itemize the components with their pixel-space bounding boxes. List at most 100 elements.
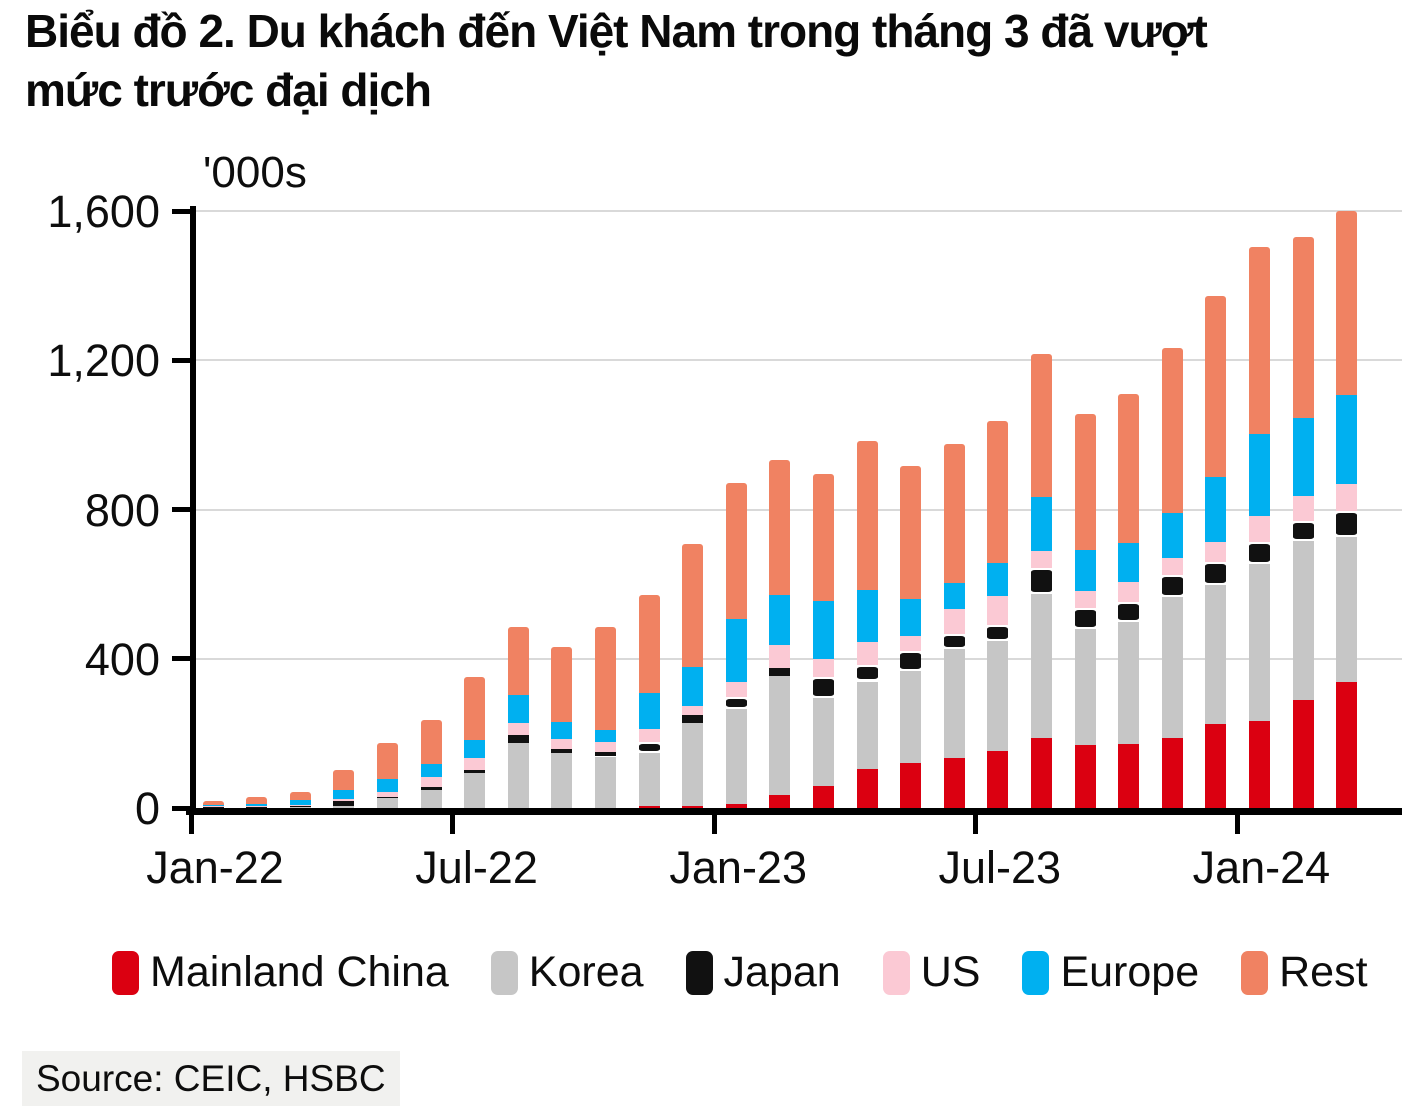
bar-segment-us-Feb-22 [246,805,268,807]
bar-segment-korea-Jul-22 [464,772,486,808]
bar-segment-china-Dec-22 [682,806,704,808]
bar-segment-us-Mar-24 [1336,484,1358,512]
bar-segment-rest-Feb-22 [246,796,268,804]
x-axis-tick [450,808,456,834]
x-axis-tick-label: Jan-24 [1192,842,1331,893]
bar-segment-rest-Mar-23 [812,474,834,602]
bar-segment-rest-Oct-22 [594,627,616,731]
bar-segment-us-Aug-22 [507,723,529,735]
bar-segment-rest-Jun-23 [943,444,965,583]
bar-segment-europe-Aug-23 [1030,496,1052,551]
bar-segment-us-Apr-23 [856,641,878,666]
bar-segment-rest-Jul-22 [464,676,486,740]
bar-segment-japan-Jun-23 [943,633,965,649]
y-axis-tick [172,208,191,214]
bar-segment-korea-Aug-22 [507,743,529,808]
bar-segment-china-Jan-24 [1248,721,1270,808]
bar-segment-china-Aug-23 [1030,738,1052,808]
bar-segment-korea-Dec-22 [682,722,704,807]
bar-segment-us-Jun-23 [943,608,965,634]
bar-segment-us-Aug-23 [1030,550,1052,569]
legend-label-europe: Europe [1060,948,1200,996]
bar-segment-japan-Mar-24 [1336,511,1358,538]
bar-segment-rest-Feb-24 [1292,237,1314,418]
x-axis-tick-label: Jan-22 [146,842,284,893]
legend-swatch-korea [490,950,518,995]
bar-segment-korea-Dec-23 [1205,584,1227,725]
bar-segment-korea-Feb-24 [1292,540,1314,701]
bar-segment-europe-Feb-23 [769,595,791,645]
bar-segment-china-Jan-23 [725,804,747,808]
chart-title-line1: Biểu đồ 2. Du khách đến Việt Nam trong t… [25,5,1208,57]
bar-segment-us-Mar-22 [289,804,311,807]
bar-segment-rest-Sep-22 [551,646,573,723]
x-axis-tick-label: Jul-23 [938,842,1062,893]
bar-segment-rest-Apr-23 [856,440,878,591]
bar-segment-rest-Oct-23 [1118,393,1140,544]
bar-segment-europe-Jan-23 [725,619,747,683]
bar-segment-us-Nov-23 [1161,557,1183,576]
bar-segment-japan-Apr-23 [856,665,878,682]
chart-title: Biểu đồ 2. Du khách đến Việt Nam trong t… [25,2,1208,120]
y-axis-tick [172,507,191,512]
bar-segment-europe-Dec-23 [1205,476,1227,542]
bar-segment-europe-Apr-22 [333,789,355,800]
bar-segment-rest-May-23 [900,466,922,600]
bar-segment-europe-Nov-22 [638,693,660,729]
y-axis-tick [172,656,191,662]
y-axis-tick [172,805,191,811]
bar-segment-china-Mar-24 [1336,681,1358,808]
bar-segment-japan-May-22 [376,796,398,798]
legend-item-europe: Europe [1022,948,1199,997]
legend-swatch-rest [1241,950,1269,995]
bar-segment-japan-Jun-22 [420,787,442,790]
bar-segment-japan-Jan-24 [1248,541,1270,565]
bar-segment-japan-Dec-23 [1205,561,1227,585]
bar-segment-rest-Jan-24 [1248,246,1270,435]
bar-segment-rest-Aug-22 [507,626,529,695]
bar-segment-japan-Jul-22 [464,770,486,773]
bar-segment-china-Jul-23 [987,750,1009,808]
bar-segment-japan-Jan-23 [725,697,747,709]
bar-segment-japan-Aug-22 [507,734,529,744]
bar-segment-korea-Nov-23 [1161,596,1183,739]
legend-label-rest: Rest [1279,948,1368,996]
bar-segment-europe-Mar-23 [812,601,834,660]
bar-segment-china-Dec-23 [1205,724,1227,808]
bar-segment-japan-Mar-23 [812,677,834,698]
bar-segment-rest-May-22 [376,743,398,779]
bar-segment-europe-May-23 [900,599,922,636]
legend-swatch-china [112,950,139,995]
bar-segment-korea-Jun-22 [420,789,442,808]
bar-segment-china-Jun-23 [943,758,965,808]
bar-segment-europe-Oct-23 [1118,543,1140,583]
bar-segment-korea-Jun-23 [943,648,965,758]
bar-segment-korea-Feb-23 [769,675,791,795]
chart-title-line2: mức trước đại dịch [25,64,432,116]
bar-segment-europe-Sep-23 [1074,550,1096,591]
bar-segment-korea-Jan-22 [202,807,224,808]
bar-segment-japan-Nov-22 [638,741,660,754]
x-axis-tick [1234,808,1240,834]
gridline [190,210,1402,212]
bar-segment-us-May-22 [376,791,398,797]
legend-item-china: Mainland China [112,948,449,997]
bar-segment-china-Nov-22 [638,806,660,808]
bar-segment-japan-Dec-22 [682,715,704,723]
bar-segment-us-Mar-23 [812,659,834,678]
bar-segment-china-May-23 [900,762,922,808]
bar-segment-china-Apr-23 [856,768,878,808]
bar-segment-korea-May-22 [376,797,398,808]
bar-segment-rest-Mar-22 [289,792,311,800]
bar-segment-japan-Feb-24 [1292,521,1314,541]
bar-segment-korea-Jan-23 [725,708,747,805]
bar-segment-korea-Oct-22 [594,756,616,808]
bar-segment-korea-Mar-23 [812,697,834,786]
y-axis-unit-label: '000s [203,148,307,197]
bar-segment-europe-Feb-24 [1292,417,1314,497]
bar-segment-china-Oct-23 [1118,743,1140,808]
bar-segment-us-Feb-23 [769,644,791,669]
bar-segment-us-Sep-22 [551,738,573,750]
x-axis-line [186,808,1402,815]
